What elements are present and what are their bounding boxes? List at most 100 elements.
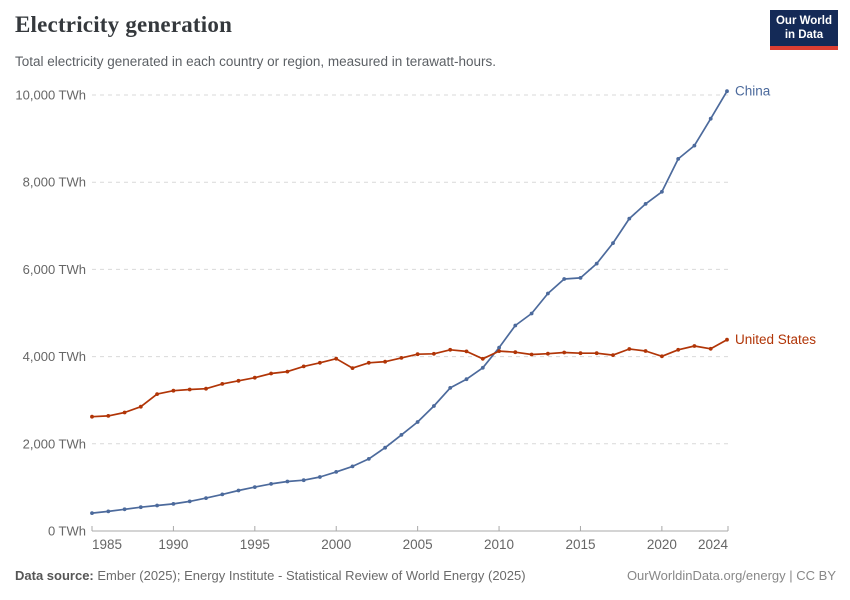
data-point-united-states xyxy=(692,344,697,348)
x-axis-tick-label: 1995 xyxy=(240,537,270,552)
y-axis-tick-label: 6,000 TWh xyxy=(23,262,86,277)
data-point-china xyxy=(90,511,94,515)
data-point-united-states xyxy=(725,337,729,342)
data-point-united-states xyxy=(611,353,615,357)
x-axis-tick-label: 2000 xyxy=(321,537,351,552)
data-point-china xyxy=(660,189,664,194)
data-point-united-states xyxy=(546,351,550,356)
data-point-united-states xyxy=(252,375,257,380)
data-point-china xyxy=(594,261,599,266)
data-point-china xyxy=(220,492,225,497)
data-point-china xyxy=(546,291,550,296)
data-point-china xyxy=(725,89,729,94)
data-point-united-states xyxy=(350,366,355,370)
data-point-china xyxy=(529,311,534,316)
y-axis-tick-label: 10,000 TWh xyxy=(15,88,86,103)
data-point-united-states xyxy=(415,352,420,357)
data-point-united-states xyxy=(122,410,127,415)
data-point-china xyxy=(318,475,322,479)
data-point-china xyxy=(383,445,387,450)
data-point-china xyxy=(106,509,111,514)
series-label-china[interactable]: China xyxy=(735,84,771,99)
y-axis-tick-label: 2,000 TWh xyxy=(23,436,86,451)
data-point-united-states xyxy=(562,350,567,355)
x-axis-tick-label: 2024 xyxy=(698,537,729,552)
data-point-china xyxy=(252,485,257,489)
page-title: Electricity generation xyxy=(15,12,233,37)
data-point-china xyxy=(236,488,241,493)
data-point-united-states xyxy=(187,387,192,392)
owid-logo-line1: Our World xyxy=(775,15,832,27)
data-point-china xyxy=(285,479,290,484)
series-label-united-states[interactable]: United States xyxy=(735,332,816,347)
data-point-china xyxy=(464,377,469,382)
data-point-united-states xyxy=(660,354,664,359)
data-point-china xyxy=(334,470,339,474)
data-point-united-states xyxy=(676,347,681,352)
series-line-united-states[interactable] xyxy=(91,338,728,418)
data-point-united-states xyxy=(106,414,111,418)
data-point-china xyxy=(399,433,404,437)
data-point-china xyxy=(350,464,355,469)
data-point-china xyxy=(480,365,485,370)
data-source-note: Data source: Ember (2025); Energy Instit… xyxy=(15,568,526,583)
data-source-text: Ember (2025); Energy Institute - Statist… xyxy=(93,568,526,583)
data-point-united-states xyxy=(138,404,143,409)
data-point-united-states xyxy=(366,360,371,365)
data-point-united-states xyxy=(578,351,583,356)
data-point-china xyxy=(415,420,420,424)
data-point-united-states xyxy=(513,350,518,355)
data-point-united-states xyxy=(383,359,387,364)
data-point-china xyxy=(204,496,208,500)
data-point-china xyxy=(643,202,648,206)
owid-link[interactable]: OurWorldinData.org/energy | CC BY xyxy=(626,568,836,583)
data-point-united-states xyxy=(529,352,534,357)
data-point-china xyxy=(578,276,583,280)
data-point-united-states xyxy=(285,369,290,374)
data-point-china xyxy=(448,386,453,390)
data-source-label: Data source: xyxy=(15,568,94,583)
data-point-china xyxy=(432,404,436,408)
data-point-china xyxy=(187,499,192,504)
data-point-united-states xyxy=(171,388,176,393)
data-point-united-states xyxy=(90,414,94,419)
data-point-china xyxy=(627,216,632,221)
data-point-china xyxy=(269,482,273,486)
data-point-united-states xyxy=(334,356,339,361)
data-point-china xyxy=(366,457,371,461)
data-point-china xyxy=(171,502,176,506)
data-point-united-states xyxy=(627,347,632,351)
data-point-china xyxy=(676,157,681,161)
data-point-united-states xyxy=(708,346,713,351)
x-axis-tick-label: 2005 xyxy=(403,537,433,552)
data-point-united-states xyxy=(269,371,273,376)
owid-logo-line2: in Data xyxy=(784,28,824,41)
data-point-united-states xyxy=(301,364,306,369)
series-line-china[interactable] xyxy=(91,90,728,514)
data-point-united-states xyxy=(497,349,501,353)
data-point-united-states xyxy=(155,392,160,396)
chart-subtitle: Total electricity generated in each coun… xyxy=(15,54,496,69)
owid-logo[interactable]: Our World in Data xyxy=(769,10,838,50)
data-point-china xyxy=(708,116,713,121)
data-point-china xyxy=(692,143,697,148)
data-point-united-states xyxy=(464,349,469,354)
data-point-china xyxy=(513,323,518,328)
x-axis-tick-label: 1990 xyxy=(158,537,188,552)
data-point-united-states xyxy=(594,351,599,356)
data-point-united-states xyxy=(399,356,404,360)
data-point-china xyxy=(301,478,306,483)
data-point-united-states xyxy=(432,351,436,356)
data-point-china xyxy=(562,277,567,281)
data-point-united-states xyxy=(204,386,208,391)
data-point-united-states xyxy=(220,382,225,386)
data-point-united-states xyxy=(448,347,453,352)
data-point-china xyxy=(155,503,160,508)
data-point-china xyxy=(138,505,143,510)
data-point-united-states xyxy=(480,356,485,361)
y-axis-tick-label: 8,000 TWh xyxy=(23,175,86,190)
data-point-united-states xyxy=(643,349,648,353)
x-axis-tick-label: 2010 xyxy=(484,537,514,552)
